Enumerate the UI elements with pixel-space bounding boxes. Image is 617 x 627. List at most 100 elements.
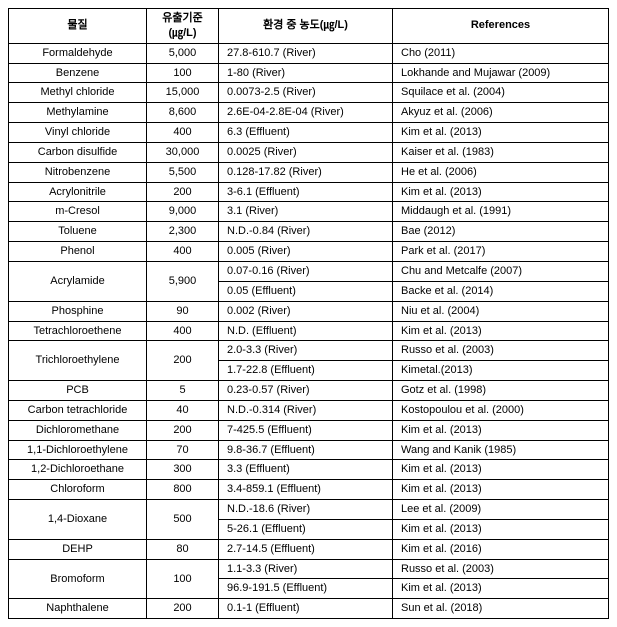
cell-concentration: 2.6E-04-2.8E-04 (River)	[219, 103, 393, 123]
cell-concentration: 1.7-22.8 (Effluent)	[219, 361, 393, 381]
cell-reference: Kim et al. (2013)	[393, 480, 609, 500]
cell-standard: 80	[147, 539, 219, 559]
cell-reference: Chu and Metcalfe (2007)	[393, 261, 609, 281]
cell-standard: 2,300	[147, 222, 219, 242]
cell-standard: 400	[147, 321, 219, 341]
cell-reference: Bae (2012)	[393, 222, 609, 242]
cell-concentration: 3-6.1 (Effluent)	[219, 182, 393, 202]
table-row: Dichloromethane2007-425.5 (Effluent)Kim …	[9, 420, 609, 440]
cell-standard: 5	[147, 381, 219, 401]
cell-reference: Kim et al. (2013)	[393, 519, 609, 539]
cell-substance: Acrylamide	[9, 261, 147, 301]
table-row: PCB50.23-0.57 (River)Gotz et al. (1998)	[9, 381, 609, 401]
cell-standard: 100	[147, 559, 219, 599]
cell-substance: 1,1-Dichloroethylene	[9, 440, 147, 460]
cell-concentration: 0.0025 (River)	[219, 142, 393, 162]
header-standard: 유출기준 (㎍/L)	[147, 9, 219, 44]
table-row: Formaldehyde5,00027.8-610.7 (River)Cho (…	[9, 43, 609, 63]
cell-standard: 300	[147, 460, 219, 480]
cell-concentration: 0.23-0.57 (River)	[219, 381, 393, 401]
cell-reference: Kimetal.(2013)	[393, 361, 609, 381]
cell-reference: Gotz et al. (1998)	[393, 381, 609, 401]
substance-table: 물질 유출기준 (㎍/L) 환경 중 농도(㎍/L) References Fo…	[8, 8, 609, 619]
cell-substance: Benzene	[9, 63, 147, 83]
cell-standard: 8,600	[147, 103, 219, 123]
table-row: Acrylonitrile2003-6.1 (Effluent)Kim et a…	[9, 182, 609, 202]
cell-concentration: 0.05 (Effluent)	[219, 281, 393, 301]
cell-substance: Bromoform	[9, 559, 147, 599]
cell-reference: Kim et al. (2016)	[393, 539, 609, 559]
cell-substance: Vinyl chloride	[9, 123, 147, 143]
table-row: Nitrobenzene5,5000.128-17.82 (River)He e…	[9, 162, 609, 182]
table-row: 1,4-Dioxane500N.D.-18.6 (River)Lee et al…	[9, 500, 609, 520]
cell-reference: Kim et al. (2013)	[393, 321, 609, 341]
cell-substance: Tetrachloroethene	[9, 321, 147, 341]
table-row: Chloroform8003.4-859.1 (Effluent)Kim et …	[9, 480, 609, 500]
cell-concentration: 0.1-1 (Effluent)	[219, 599, 393, 619]
cell-standard: 100	[147, 63, 219, 83]
cell-substance: DEHP	[9, 539, 147, 559]
cell-substance: Naphthalene	[9, 599, 147, 619]
cell-reference: Kim et al. (2013)	[393, 123, 609, 143]
cell-substance: Methylamine	[9, 103, 147, 123]
cell-substance: m-Cresol	[9, 202, 147, 222]
cell-substance: 1,2-Dichloroethane	[9, 460, 147, 480]
cell-concentration: 27.8-610.7 (River)	[219, 43, 393, 63]
cell-reference: Kaiser et al. (1983)	[393, 142, 609, 162]
cell-substance: Nitrobenzene	[9, 162, 147, 182]
cell-concentration: 9.8-36.7 (Effluent)	[219, 440, 393, 460]
cell-reference: Backe et al. (2014)	[393, 281, 609, 301]
cell-standard: 5,500	[147, 162, 219, 182]
cell-substance: Phosphine	[9, 301, 147, 321]
table-row: Bromoform1001.1-3.3 (River)Russo et al. …	[9, 559, 609, 579]
cell-reference: Kostopoulou et al. (2000)	[393, 400, 609, 420]
cell-standard: 200	[147, 420, 219, 440]
cell-substance: Toluene	[9, 222, 147, 242]
table-row: DEHP802.7-14.5 (Effluent)Kim et al. (201…	[9, 539, 609, 559]
header-standard-line1: 유출기준	[151, 11, 214, 26]
cell-reference: Kim et al. (2013)	[393, 182, 609, 202]
table-row: Naphthalene2000.1-1 (Effluent)Sun et al.…	[9, 599, 609, 619]
cell-standard: 200	[147, 182, 219, 202]
table-row: m-Cresol9,0003.1 (River)Middaugh et al. …	[9, 202, 609, 222]
cell-standard: 800	[147, 480, 219, 500]
cell-reference: Cho (2011)	[393, 43, 609, 63]
cell-standard: 500	[147, 500, 219, 540]
cell-standard: 40	[147, 400, 219, 420]
table-row: Acrylamide5,9000.07-0.16 (River)Chu and …	[9, 261, 609, 281]
table-row: Methyl chloride15,0000.0073-2.5 (River)S…	[9, 83, 609, 103]
cell-reference: Lee et al. (2009)	[393, 500, 609, 520]
cell-concentration: 3.1 (River)	[219, 202, 393, 222]
cell-standard: 70	[147, 440, 219, 460]
cell-standard: 400	[147, 242, 219, 262]
cell-reference: Wang and Kanik (1985)	[393, 440, 609, 460]
cell-concentration: 5-26.1 (Effluent)	[219, 519, 393, 539]
table-row: 1,1-Dichloroethylene709.8-36.7 (Effluent…	[9, 440, 609, 460]
cell-reference: Russo et al. (2003)	[393, 341, 609, 361]
cell-concentration: 7-425.5 (Effluent)	[219, 420, 393, 440]
cell-concentration: 2.7-14.5 (Effluent)	[219, 539, 393, 559]
cell-reference: Kim et al. (2013)	[393, 460, 609, 480]
cell-concentration: N.D. (Effluent)	[219, 321, 393, 341]
cell-substance: Carbon disulfide	[9, 142, 147, 162]
cell-concentration: 0.002 (River)	[219, 301, 393, 321]
cell-substance: Formaldehyde	[9, 43, 147, 63]
cell-standard: 30,000	[147, 142, 219, 162]
cell-substance: Carbon tetrachloride	[9, 400, 147, 420]
table-row: Carbon disulfide30,0000.0025 (River)Kais…	[9, 142, 609, 162]
table-row: 1,2-Dichloroethane3003.3 (Effluent)Kim e…	[9, 460, 609, 480]
cell-concentration: 2.0-3.3 (River)	[219, 341, 393, 361]
cell-standard: 400	[147, 123, 219, 143]
cell-substance: 1,4-Dioxane	[9, 500, 147, 540]
cell-reference: Russo et al. (2003)	[393, 559, 609, 579]
cell-reference: Middaugh et al. (1991)	[393, 202, 609, 222]
header-concentration: 환경 중 농도(㎍/L)	[219, 9, 393, 44]
cell-reference: Sun et al. (2018)	[393, 599, 609, 619]
cell-concentration: 0.128-17.82 (River)	[219, 162, 393, 182]
table-row: Benzene1001-80 (River)Lokhande and Mujaw…	[9, 63, 609, 83]
table-row: Phenol4000.005 (River)Park et al. (2017)	[9, 242, 609, 262]
cell-concentration: 1-80 (River)	[219, 63, 393, 83]
table-row: Toluene2,300N.D.-0.84 (River)Bae (2012)	[9, 222, 609, 242]
cell-standard: 5,900	[147, 261, 219, 301]
table-row: Trichloroethylene2002.0-3.3 (River)Russo…	[9, 341, 609, 361]
